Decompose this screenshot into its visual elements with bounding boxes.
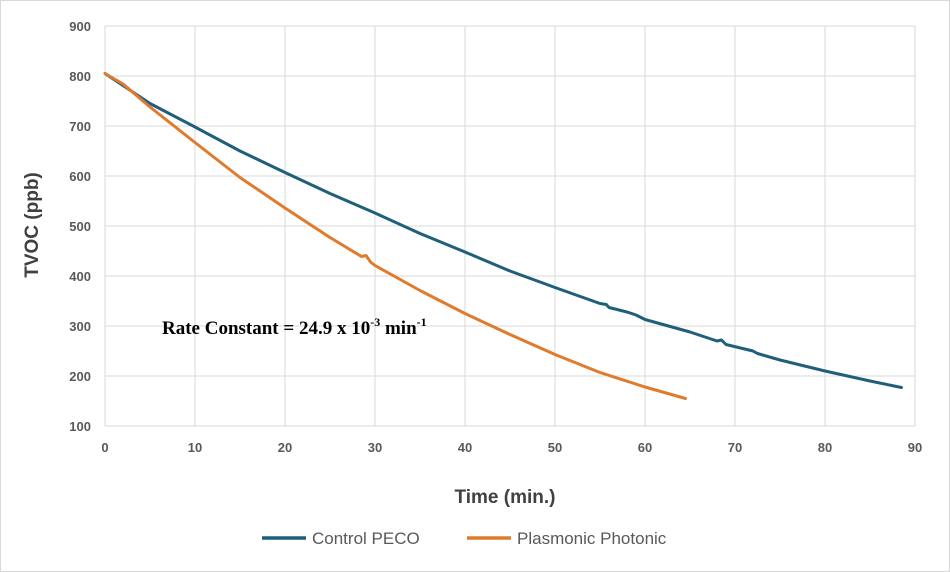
y-tick-label: 600	[69, 169, 91, 184]
y-axis-title: TVOC (ppb)	[22, 172, 43, 278]
gridlines	[104, 25, 916, 427]
x-tick-label: 40	[458, 440, 472, 455]
x-tick-label: 60	[638, 440, 652, 455]
series-line-plasmonic-photonic	[103, 72, 687, 400]
rate-constant-annotation: Rate Constant = 24.9 x 10-3 min-1	[162, 315, 427, 339]
axis-ticks: 100 200 300 400 500 600 700 800 900 0 10 20 30 40 50 60…	[69, 19, 922, 455]
x-tick-label: 30	[368, 440, 382, 455]
x-tick-label: 0	[101, 440, 108, 455]
x-tick-label: 90	[908, 440, 922, 455]
legend-label-control-peco: Control PECO	[312, 529, 420, 548]
annotation-unit: min	[380, 318, 417, 339]
x-axis-title: Time (min.)	[455, 487, 556, 508]
x-tick-label: 50	[548, 440, 562, 455]
legend-label-plasmonic-photonic: Plasmonic Photonic	[517, 529, 667, 548]
x-tick-label: 20	[278, 440, 292, 455]
x-tick-label: 80	[818, 440, 832, 455]
y-tick-label: 500	[69, 219, 91, 234]
y-tick-label: 700	[69, 119, 91, 134]
annotation-exponent: -3	[370, 315, 380, 329]
y-tick-label: 100	[69, 419, 91, 434]
y-tick-label: 300	[69, 319, 91, 334]
x-tick-label: 70	[728, 440, 742, 455]
annotation-prefix: Rate Constant = 24.9 x 10	[162, 318, 370, 339]
x-tick-label: 10	[188, 440, 202, 455]
legend: Control PECO Plasmonic Photonic	[262, 529, 667, 548]
y-tick-label: 800	[69, 69, 91, 84]
series-lines	[103, 72, 903, 400]
y-tick-label: 400	[69, 269, 91, 284]
series-line-control-peco	[103, 72, 903, 389]
y-tick-label: 200	[69, 369, 91, 384]
annotation-unit-exponent: -1	[417, 315, 427, 329]
y-tick-label: 900	[69, 19, 91, 34]
